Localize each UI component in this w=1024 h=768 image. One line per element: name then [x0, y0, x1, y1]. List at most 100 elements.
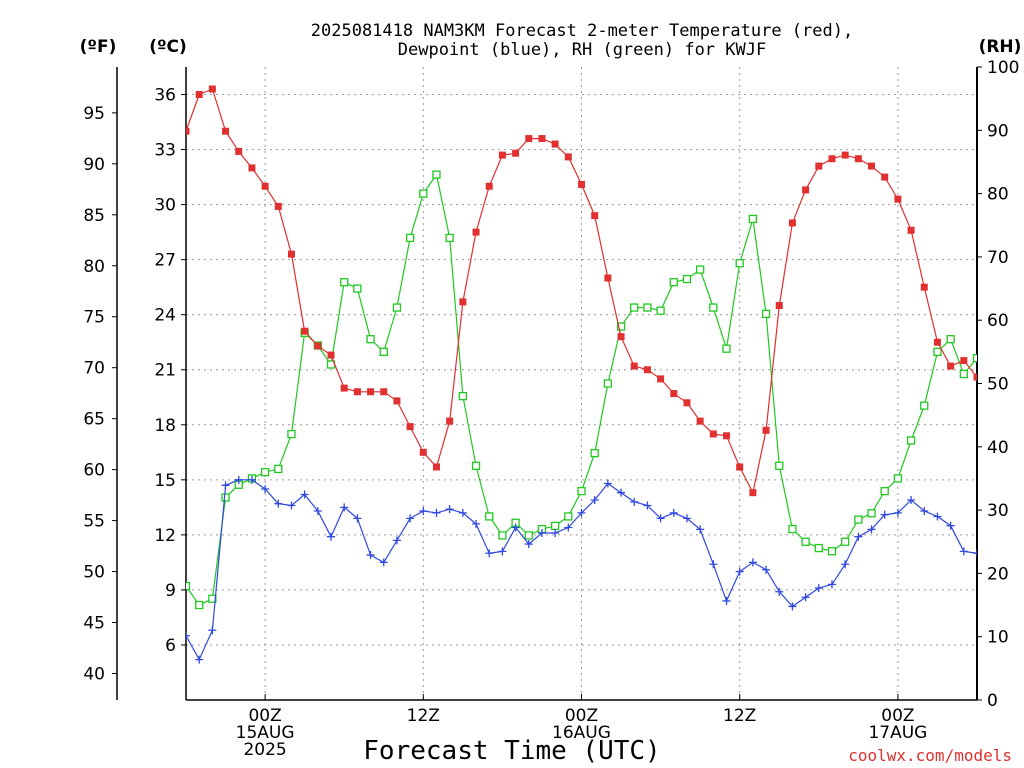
temperature-point [881, 173, 889, 181]
rh-point [405, 233, 415, 243]
dewpoint-point [261, 485, 270, 493]
rh-point [814, 543, 823, 553]
celsius-tick-label: 21 [154, 361, 176, 381]
rh-point [709, 303, 718, 312]
rh-point [616, 322, 626, 331]
dewpoint-point [537, 529, 546, 538]
temperature-point [353, 388, 361, 396]
rh-point [445, 233, 454, 243]
rh-point [643, 303, 652, 312]
temperature-point [578, 180, 585, 188]
dewpoint-point [827, 580, 836, 589]
rh-point [471, 461, 481, 470]
rh-point [867, 509, 876, 518]
temperature-point [208, 85, 216, 93]
temperature-point [327, 351, 335, 359]
rh-point [946, 335, 955, 344]
celsius-tick-label: 27 [154, 251, 176, 271]
rh-point [775, 461, 784, 470]
rh-tick-label: 80 [987, 185, 1009, 205]
series-rh [186, 170, 977, 610]
rh-point [880, 486, 889, 496]
dewpoint-point [748, 558, 757, 567]
rh-point [761, 309, 771, 319]
dewpoint-point [432, 508, 441, 517]
fahrenheit-tick-label: 45 [83, 614, 105, 634]
temperature-point [643, 366, 651, 374]
dewpoint-point [920, 507, 929, 516]
temperature-point [670, 390, 678, 398]
dewpoint-point [498, 547, 507, 556]
rh-point [854, 515, 863, 524]
temperature-point [683, 399, 691, 407]
temperature-point [367, 388, 375, 396]
dewpoint-point [907, 496, 916, 505]
x-tick-label: 16AUG [552, 723, 611, 743]
temperature-point [815, 162, 823, 170]
rh-tick-label: 90 [987, 121, 1009, 141]
dewpoint-point [186, 631, 190, 640]
rh-point [748, 214, 758, 224]
dewpoint-point [366, 551, 375, 560]
chart-title-line1: 2025081418 NAM3KM Forecast 2-meter Tempe… [311, 21, 853, 41]
temperature-point [406, 423, 414, 431]
dewpoint-point [551, 529, 560, 538]
fahrenheit-tick-label: 55 [83, 512, 105, 532]
rh-point [630, 303, 639, 312]
temperature-point [591, 212, 599, 220]
dewpoint-point [353, 514, 362, 523]
temperature-point [419, 448, 427, 456]
rh-point [590, 448, 599, 458]
rh-point [287, 429, 296, 439]
fahrenheit-tick-label: 95 [83, 104, 105, 124]
rh-point [972, 354, 977, 363]
temperature-point [564, 153, 572, 161]
temperature-point [828, 155, 836, 163]
dewpoint-point [643, 501, 652, 510]
rh-point [682, 274, 692, 284]
rh-point [458, 392, 468, 401]
rh-tick-label: 0 [987, 691, 998, 711]
dewpoint-point [973, 549, 977, 558]
data-series [186, 85, 977, 664]
rh-tick-label: 70 [987, 248, 1009, 268]
dewpoint-point [933, 512, 942, 521]
temperature-point [512, 149, 520, 157]
series-temperature [186, 85, 977, 497]
dewpoint-point [208, 626, 217, 635]
temperature-point [538, 135, 546, 143]
temperature-point [525, 135, 533, 143]
dewpoint-point [327, 532, 336, 541]
temperature-point [186, 127, 190, 135]
dewpoint-point [485, 549, 494, 558]
temperature-point [261, 182, 269, 190]
temperature-point [947, 362, 955, 370]
chart-title-line2: Dewpoint (blue), RH (green) for KWJF [398, 40, 766, 60]
dewpoint-point [801, 593, 810, 602]
x-tick-label: 17AUG [868, 723, 927, 743]
dewpoint-point [287, 501, 296, 510]
temperature-point [459, 298, 467, 306]
dewpoint-point [669, 508, 678, 517]
dewpoint-point [867, 525, 876, 534]
fahrenheit-tick-label: 75 [83, 308, 105, 328]
rh-tick-label: 40 [987, 438, 1009, 458]
temperature-point [287, 250, 295, 258]
rh-point [603, 379, 613, 388]
fahrenheit-tick-label: 60 [83, 461, 105, 481]
dewpoint-point [854, 532, 863, 541]
rh-tick-label: 50 [987, 375, 1009, 395]
rh-point [432, 170, 441, 179]
x-tick-label: 00Z [881, 706, 914, 726]
rh-point [274, 464, 283, 474]
rh-point [195, 600, 204, 610]
temperature-point [604, 274, 612, 282]
rh-point [260, 467, 270, 477]
rh-point [419, 189, 428, 198]
dewpoint-point [630, 497, 639, 506]
rh-point [669, 278, 678, 287]
fahrenheit-tick-label: 90 [83, 155, 105, 175]
celsius-unit-label: (ºC) [149, 37, 187, 57]
temperature-point [222, 127, 230, 135]
